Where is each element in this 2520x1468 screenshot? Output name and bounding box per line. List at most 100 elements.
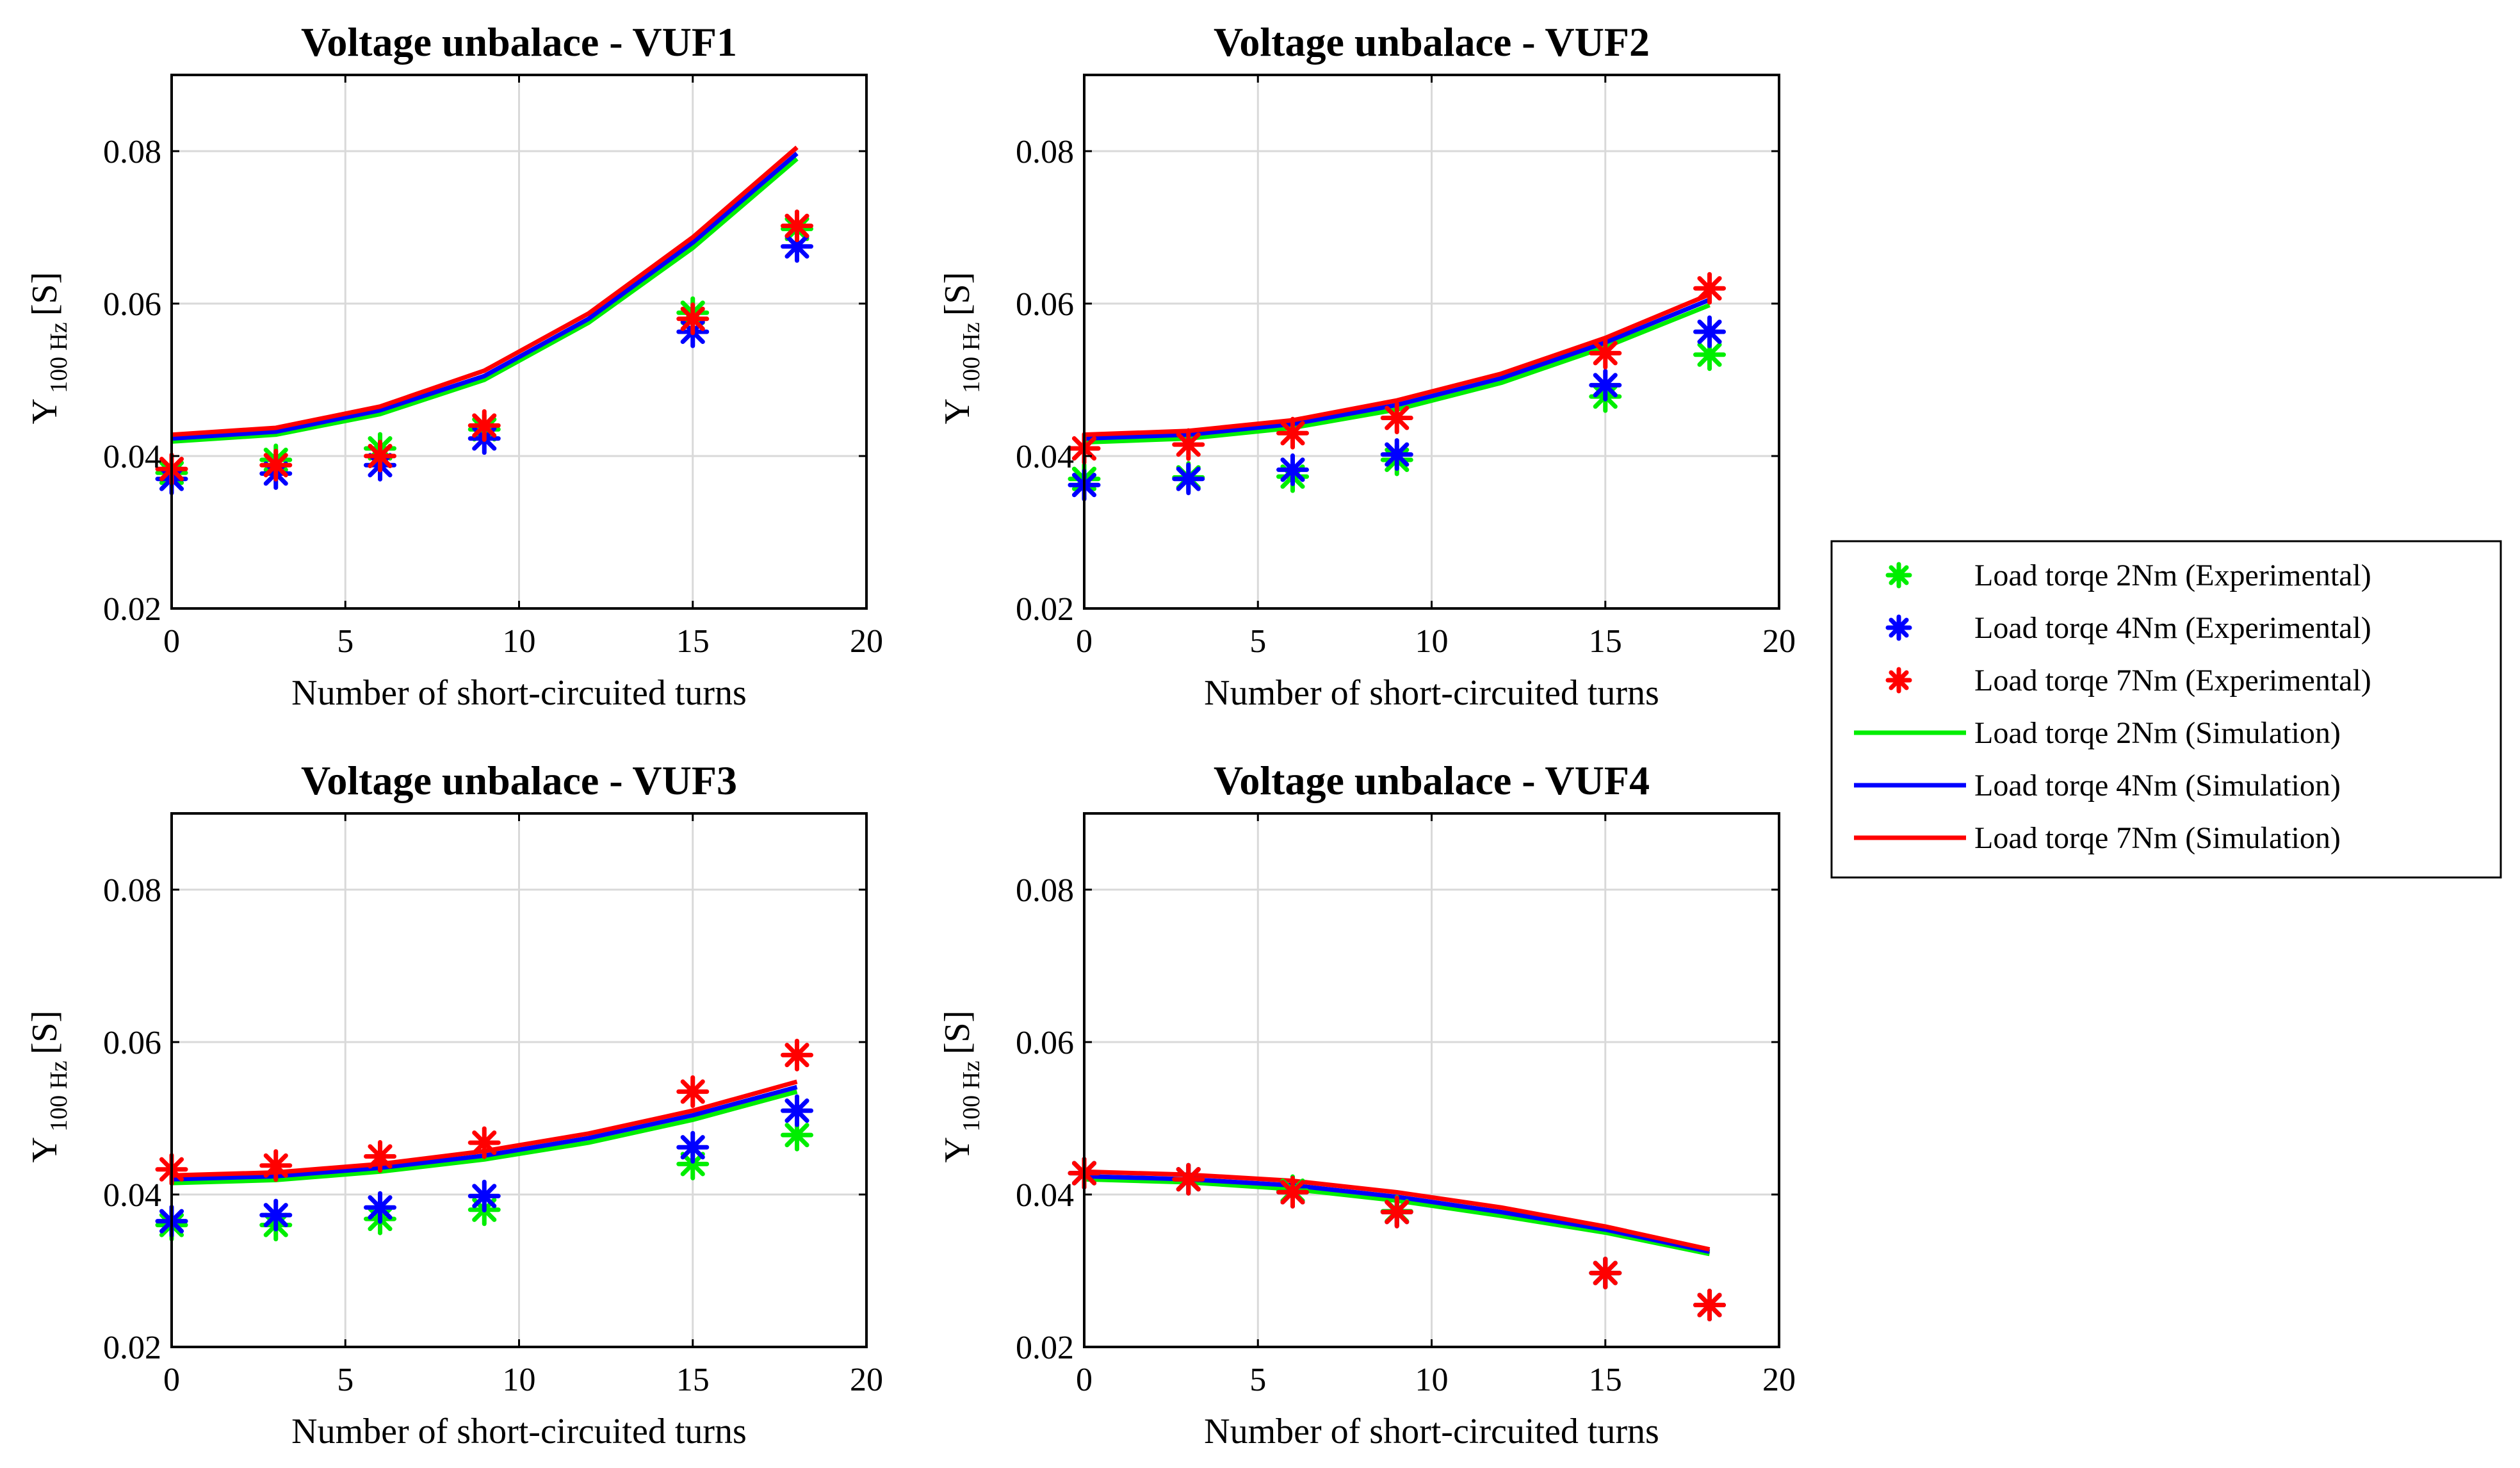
chart-title: Voltage unbalace - VUF2 [1214,19,1650,65]
data-point-exp7 [1693,272,1726,305]
chart-title: Voltage unbalace - VUF4 [1214,758,1650,803]
simulation-series [171,145,799,444]
data-point-exp4 [259,1198,293,1232]
x-tick-label: 10 [503,1362,536,1398]
data-point-exp7 [781,209,813,243]
legend-marker-exp4 [1885,614,1912,641]
x-tick-label: 15 [676,623,710,660]
y-tick-label: 0.06 [1016,1025,1074,1061]
y-tick-label: 0.02 [103,591,161,628]
y-tick-label: 0.08 [103,134,161,170]
x-tick-label: 15 [1589,1362,1622,1398]
chart-title: Voltage unbalace - VUF1 [301,19,737,65]
legend-label: Load torqe 4Nm (Simulation) [1974,769,2341,803]
x-tick-label: 5 [337,1362,354,1398]
legend-entry-sim2: Load torqe 2Nm (Simulation) [1854,716,2341,750]
data-point-exp7 [259,448,293,482]
data-point-exp4 [1380,438,1413,471]
series-exp7 [155,1038,813,1186]
chart-4: 0 5 10 15 20 0.02 0.04 0.06 0.08 Voltage unbalace… [938,758,1796,1451]
data-point-exp7 [467,1126,501,1159]
data-point-exp7 [676,302,710,336]
legend-entries: Load torqe 2Nm (Experimental) Load torqe … [1854,559,2371,855]
y-axis-label-unit: [S] [25,1011,65,1054]
y-axis-label: Y 100 Hz [S] [25,1011,72,1163]
y-axis-label-subscript: 100 Hz [45,1061,72,1132]
y-axis-label: Y 100 Hz [S] [938,272,985,425]
y-tick-label: 0.02 [1016,1330,1074,1366]
y-axis-label-subscript: 100 Hz [958,1061,985,1132]
y-tick-label: 0.06 [103,1025,161,1061]
ticks: 0 5 10 15 20 0.02 0.04 0.06 0.08 [1016,75,1796,660]
x-tick-label: 20 [850,623,883,660]
y-tick-label: 0.04 [1016,439,1074,475]
data-point-exp7 [1693,1289,1726,1322]
legend-box [1830,540,2502,879]
legend-label: Load torqe 7Nm (Experimental) [1974,664,2371,697]
data-point-exp7 [364,1140,396,1173]
y-axis-label: Y 100 Hz [S] [25,272,72,425]
data-point-exp4 [1589,368,1622,402]
data-point-exp4 [1172,462,1205,496]
legend-marker-exp2 [1885,562,1912,589]
y-axis-label-subscript: 100 Hz [45,322,72,393]
chart-1: 0 5 10 15 20 0.02 0.04 0.06 0.08 Voltage unbalace… [25,19,883,713]
y-axis-label-unit: [S] [25,272,65,316]
data-point-exp4 [1276,453,1309,486]
y-axis-label-subscript: 100 Hz [958,322,985,393]
x-tick-label: 5 [1249,1362,1266,1398]
ticks: 0 5 10 15 20 0.02 0.04 0.06 0.08 [103,813,883,1398]
series-line-sim7 [171,145,799,437]
series-exp7 [1068,1157,1726,1322]
data-point-exp4 [364,1191,396,1224]
chart-3: 0 5 10 15 20 0.02 0.04 0.06 0.08 Voltage unbalace… [25,758,883,1451]
ticks: 0 5 10 15 20 0.02 0.04 0.06 0.08 [1016,813,1796,1398]
y-axis-label: Y 100 Hz [S] [938,1011,985,1163]
legend-label: Load torqe 2Nm (Experimental) [1974,559,2371,592]
data-point-exp4 [676,1130,710,1164]
x-tick-label: 5 [1249,623,1266,660]
x-tick-label: 20 [1762,623,1796,660]
legend-label: Load torqe 2Nm (Simulation) [1974,716,2341,750]
y-axis-label-main: Y [25,398,65,424]
data-point-exp7 [1380,1195,1413,1228]
legend-entry-exp4: Load torqe 4Nm (Experimental) [1885,611,2371,645]
data-point-exp7 [1589,336,1622,370]
x-axis-label: Number of short-circuited turns [1204,1412,1659,1451]
x-tick-label: 5 [337,623,354,660]
data-point-exp7 [1276,1175,1309,1209]
legend-entry-exp2: Load torqe 2Nm (Experimental) [1885,559,2371,592]
data-point-exp7 [364,439,396,473]
legend: Load torqe 2Nm (Experimental) Load torqe … [1830,540,2502,879]
x-tick-label: 10 [1415,1362,1449,1398]
data-point-exp7 [259,1149,293,1182]
experimental-series [1068,272,1726,502]
legend-marker-exp7 [1885,667,1912,694]
data-point-exp7 [467,409,501,442]
y-tick-label: 0.02 [103,1330,161,1366]
y-tick-label: 0.04 [103,439,161,475]
data-point-exp7 [676,1075,710,1108]
x-tick-label: 20 [850,1362,883,1398]
chart-title: Voltage unbalace - VUF3 [301,758,737,803]
y-tick-label: 0.08 [1016,872,1074,909]
x-tick-label: 15 [1589,623,1622,660]
x-tick-label: 15 [676,1362,710,1398]
legend-label: Load torqe 4Nm (Experimental) [1974,611,2371,645]
y-tick-label: 0.08 [1016,134,1074,170]
legend-entry-sim4: Load torqe 4Nm (Simulation) [1854,769,2341,803]
data-point-exp4 [1693,315,1726,348]
x-tick-label: 20 [1762,1362,1796,1398]
data-point-exp7 [1172,1162,1205,1196]
experimental-series [1068,1157,1726,1322]
series-line-sim4 [171,151,799,441]
legend-entry-exp7: Load torqe 7Nm (Experimental) [1885,664,2371,697]
y-tick-label: 0.04 [103,1177,161,1214]
series-exp7 [155,209,813,485]
y-axis-label-main: Y [938,398,977,424]
x-axis-label: Number of short-circuited turns [291,1412,747,1451]
x-tick-label: 0 [163,623,180,660]
x-axis-label: Number of short-circuited turns [291,673,747,713]
y-tick-label: 0.06 [1016,286,1074,323]
